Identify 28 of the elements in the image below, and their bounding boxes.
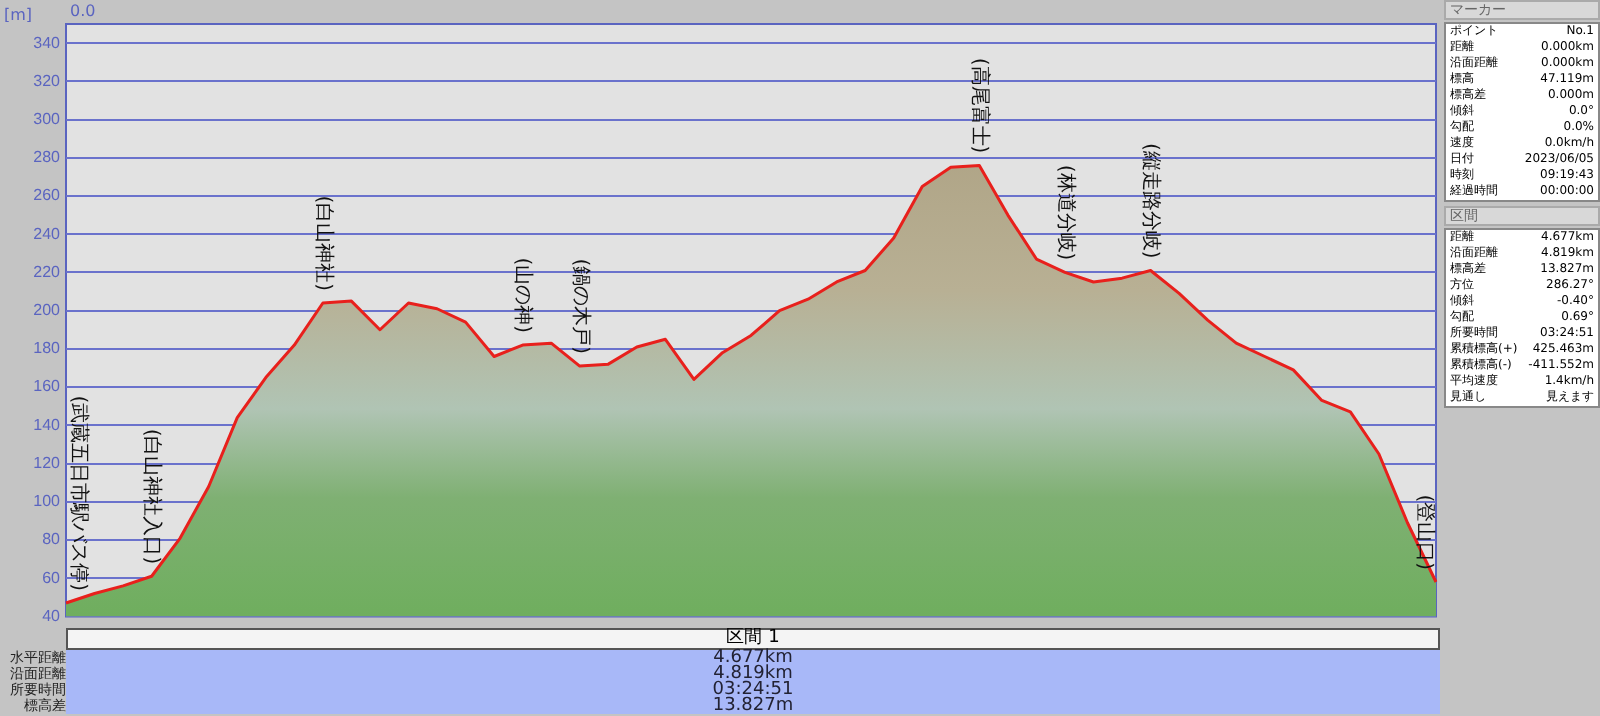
text: 区間 1 — [66, 628, 1440, 650]
y-tick-label: 160 — [33, 377, 62, 396]
y-tick-label: 120 — [33, 453, 62, 472]
text: 0.0 — [70, 2, 96, 21]
y-tick-label: 60 — [42, 568, 62, 587]
y-tick-label: 180 — [33, 339, 62, 358]
y-tick-label: 280 — [33, 148, 62, 167]
y-tick-label: 320 — [33, 71, 62, 90]
data-label: (武蔵五日市駅バス停) — [66, 395, 91, 592]
y-tick-label: 80 — [42, 530, 62, 549]
data-label: (山の神) — [511, 257, 536, 334]
data-label: (白山神社) — [311, 195, 336, 292]
data-label: (林道分岐) — [1053, 164, 1078, 261]
data-label: (登山口) — [1412, 494, 1437, 571]
y-tick-label: 200 — [33, 301, 62, 320]
y-tick-label: 260 — [33, 186, 62, 205]
y-tick-label: 240 — [33, 224, 62, 243]
data-label: (白山神社入口) — [140, 428, 165, 565]
y-tick-label: 340 — [33, 33, 62, 52]
data-label: (縦走路分岐) — [1139, 142, 1164, 259]
data-label: (鍋の木戸) — [568, 258, 593, 355]
y-tick-label: 100 — [33, 492, 62, 511]
y-tick-label: 40 — [42, 606, 62, 625]
y-tick-label: 140 — [33, 415, 62, 434]
data-label: (高尾富士) — [968, 57, 993, 154]
y-tick-label: 220 — [33, 262, 62, 281]
y-axis-title: [m] — [4, 6, 33, 25]
y-tick-label: 300 — [33, 109, 62, 128]
